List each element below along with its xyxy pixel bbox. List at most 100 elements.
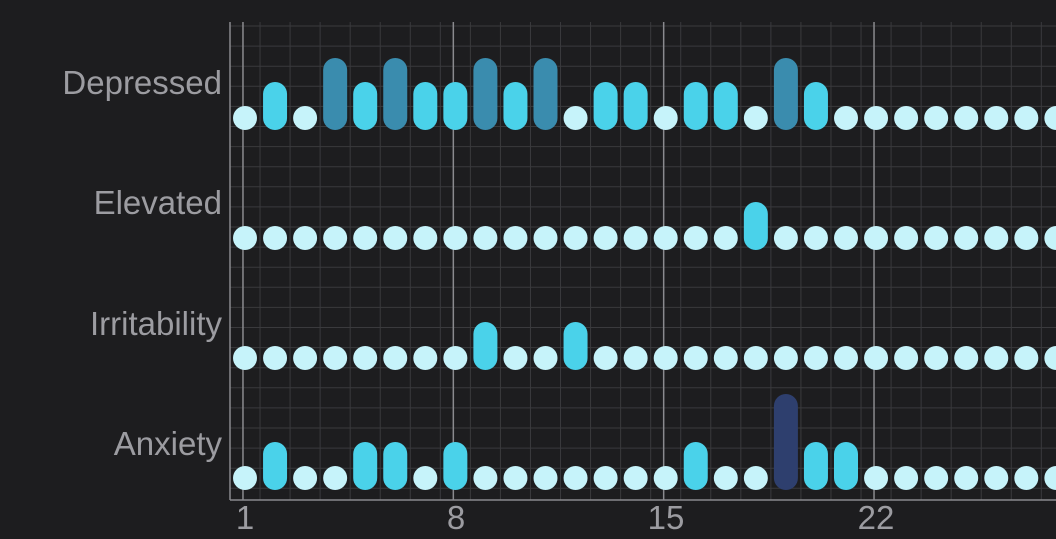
data-point	[503, 346, 528, 370]
row-label-elevated: Elevated	[93, 184, 222, 221]
data-point	[864, 346, 889, 370]
data-point	[233, 346, 257, 370]
data-point	[894, 346, 919, 370]
data-point	[1044, 226, 1056, 250]
data-point	[894, 106, 919, 130]
data-point	[1014, 466, 1039, 490]
data-bar	[773, 394, 798, 490]
data-point	[263, 346, 288, 370]
x-tick-label: 15	[647, 499, 685, 536]
data-point	[1014, 226, 1039, 250]
data-bar	[443, 82, 468, 130]
data-point	[593, 226, 618, 250]
data-bar	[563, 322, 588, 370]
data-bar	[803, 442, 828, 490]
data-point	[864, 226, 889, 250]
data-point	[834, 226, 858, 250]
data-point	[653, 346, 678, 370]
data-point	[443, 226, 468, 250]
data-point	[743, 346, 768, 370]
data-bar	[743, 202, 768, 250]
data-point	[984, 106, 1009, 130]
data-point	[1014, 106, 1039, 130]
data-point	[713, 346, 738, 370]
data-point	[293, 106, 318, 130]
data-bar	[353, 442, 378, 490]
data-point	[443, 346, 468, 370]
data-point	[503, 466, 528, 490]
data-point	[233, 466, 257, 490]
data-point	[683, 226, 708, 250]
data-point	[623, 226, 648, 250]
data-point	[503, 226, 528, 250]
data-point	[233, 226, 257, 250]
data-point	[924, 106, 949, 130]
data-point	[984, 226, 1009, 250]
data-point	[563, 466, 588, 490]
data-point	[383, 226, 408, 250]
data-point	[1014, 346, 1039, 370]
data-point	[653, 226, 678, 250]
data-point	[954, 226, 979, 250]
data-point	[593, 466, 618, 490]
data-point	[293, 226, 318, 250]
data-point	[533, 226, 558, 250]
x-tick-label: 1	[235, 499, 255, 536]
data-point	[984, 346, 1009, 370]
data-point	[984, 466, 1009, 490]
data-point	[1044, 466, 1056, 490]
data-point	[263, 226, 288, 250]
data-point	[473, 226, 498, 250]
data-point	[623, 346, 648, 370]
row-label-anxiety: Anxiety	[113, 425, 222, 462]
data-point	[653, 106, 678, 130]
data-bar	[263, 442, 288, 490]
data-point	[683, 346, 708, 370]
data-point	[803, 226, 828, 250]
data-bar	[593, 82, 618, 130]
data-bar	[803, 82, 828, 130]
data-bar	[473, 322, 498, 370]
data-point	[353, 346, 378, 370]
data-point	[773, 346, 798, 370]
data-point	[653, 466, 678, 490]
data-point	[353, 226, 378, 250]
data-point	[773, 226, 798, 250]
data-point	[623, 466, 648, 490]
data-bar	[773, 58, 798, 130]
data-bar	[353, 82, 378, 130]
data-point	[413, 346, 438, 370]
data-point	[713, 226, 738, 250]
data-bar	[383, 442, 408, 490]
data-point	[1044, 106, 1056, 130]
data-point	[473, 466, 498, 490]
data-point	[383, 346, 408, 370]
data-point	[563, 106, 588, 130]
data-point	[413, 466, 438, 490]
data-bar	[473, 58, 498, 130]
data-bar	[383, 58, 408, 130]
data-bar	[713, 82, 738, 130]
data-point	[924, 466, 949, 490]
data-point	[533, 466, 558, 490]
data-point	[533, 346, 558, 370]
data-point	[323, 226, 348, 250]
data-bar	[503, 82, 528, 130]
data-point	[293, 466, 318, 490]
data-point	[864, 106, 889, 130]
data-point	[954, 466, 979, 490]
data-bar	[683, 82, 708, 130]
data-point	[233, 106, 257, 130]
data-point	[864, 466, 889, 490]
data-bar	[683, 442, 708, 490]
data-point	[1044, 346, 1056, 370]
data-bar	[323, 58, 348, 130]
data-point	[954, 346, 979, 370]
data-point	[803, 346, 828, 370]
x-tick-label: 8	[446, 499, 466, 536]
data-point	[834, 346, 858, 370]
data-point	[743, 106, 768, 130]
data-bar	[533, 58, 558, 130]
data-point	[413, 226, 438, 250]
